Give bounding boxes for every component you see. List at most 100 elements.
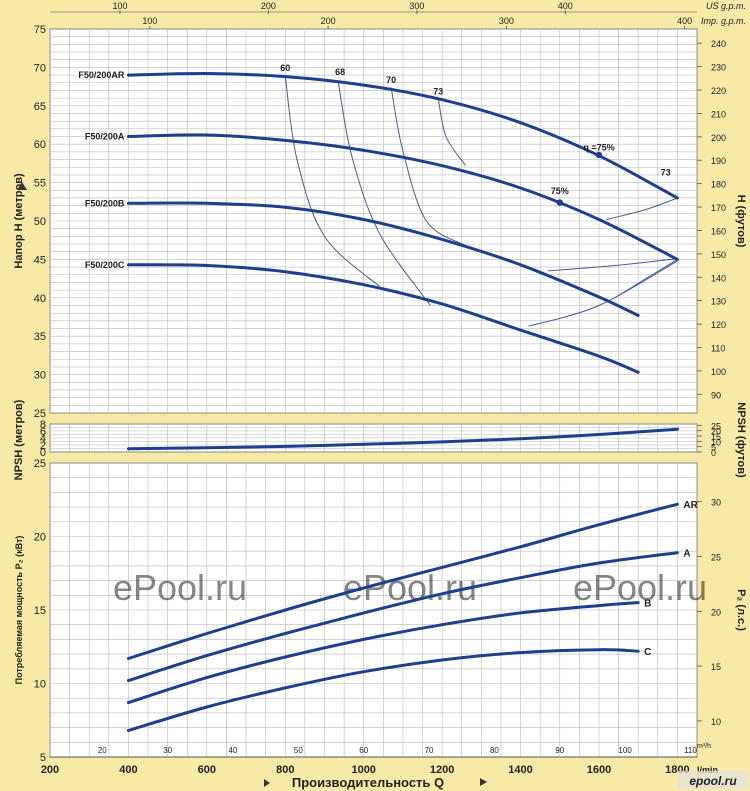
y-tick-label-right: 170	[711, 203, 726, 213]
logo-text: epool.ru	[689, 774, 737, 788]
y-tick-label-left: 25	[34, 458, 46, 470]
x-tick-label-lmin: 600	[198, 764, 216, 776]
y-tick-label-left: 60	[34, 139, 46, 151]
y-tick-label-right: 90	[711, 390, 721, 400]
y-axis-title-right: H (футов)	[735, 195, 747, 248]
left-band	[0, 0, 50, 791]
efficiency-label: 73	[661, 168, 671, 178]
iso-efficiency-line-60	[284, 75, 380, 287]
x-tick-label-m3h: 70	[425, 746, 434, 755]
x-axis-title: Производительность Q	[292, 775, 444, 790]
y-tick-label-left: 25	[34, 408, 46, 420]
y-tick-label-right: 190	[711, 156, 726, 166]
power-curve-C	[126, 648, 640, 732]
iso-efficiency-line-73	[437, 98, 467, 166]
x-tick-label-m3h: 40	[229, 746, 238, 755]
y-tick-label-left: 15	[34, 605, 46, 617]
power-curve-A	[126, 551, 679, 683]
y-tick-label-right: 15	[711, 432, 721, 442]
x-tick-label-m3h: 60	[359, 746, 368, 755]
efficiency-label: 70	[386, 75, 396, 85]
watermark-text: ePool.ru	[113, 567, 247, 608]
y-tick-label-left: 0	[40, 447, 46, 459]
head-curve-label-F50/200C: F50/200C	[85, 260, 125, 270]
y-tick-label-right: 210	[711, 109, 726, 119]
y-tick-label-left: 55	[34, 178, 46, 190]
efficiency-point	[595, 151, 603, 159]
y-tick-label-left: 40	[34, 293, 46, 305]
x-tick-label-lmin: 1200	[430, 764, 454, 776]
y-tick-label-right: 230	[711, 63, 726, 73]
y-tick-label-right: 140	[711, 273, 726, 283]
y-tick-label-left: 8	[40, 419, 46, 431]
top-imp-tick-label: 200	[321, 16, 336, 26]
x-tick-label-m3h: 50	[294, 746, 303, 755]
x-tick-label-m3h: 90	[555, 746, 564, 755]
head-curve-F50/200C	[126, 263, 640, 374]
watermark-text: ePool.ru	[573, 567, 707, 608]
x-tick-label-m3h: 110	[684, 746, 697, 755]
x-axis-arrow-right-icon	[480, 778, 487, 786]
iso-efficiency-line-75-right	[547, 258, 678, 272]
y-tick-label-left: 45	[34, 254, 46, 266]
y-axis-title-left: Напор H (метров)	[13, 173, 25, 269]
y-tick-label-right: 220	[711, 86, 726, 96]
y-axis-arrow-icon	[17, 182, 27, 190]
x-tick-label-lmin: 1600	[587, 764, 611, 776]
head-curve-label-F50/200B: F50/200B	[85, 198, 125, 208]
iso-efficiency-line-68	[337, 81, 431, 306]
y-tick-label-left: 65	[34, 101, 46, 113]
y-tick-label-right: 110	[711, 344, 725, 354]
y-tick-label-left: 10	[34, 679, 46, 691]
y-tick-label-right: 25	[711, 552, 721, 562]
y-tick-label-right: 100	[711, 367, 726, 377]
y-tick-label-right: 240	[711, 39, 726, 49]
head-curve-label-F50/200AR: F50/200AR	[78, 70, 125, 80]
y-tick-label-right: 10	[711, 717, 721, 727]
top-imp-tick-label: 300	[499, 16, 514, 26]
power-curve-label-AR: AR	[683, 500, 698, 511]
y-tick-label-right: 30	[711, 498, 721, 508]
y-tick-label-left: 30	[34, 370, 46, 382]
x-unit-lmin: l/min	[697, 765, 718, 775]
y-tick-label-right: 5	[711, 443, 716, 453]
y-tick-label-right: 0	[711, 448, 716, 458]
y-tick-label-right: 160	[711, 226, 726, 236]
y-tick-label-left: 4	[40, 433, 46, 445]
x-tick-label-m3h: 30	[163, 746, 172, 755]
efficiency-label: 68	[335, 67, 345, 77]
top-us-tick-label: 200	[261, 1, 276, 11]
x-tick-label-lmin: 800	[276, 764, 294, 776]
power-curve-AR	[126, 502, 679, 660]
top-us-tick-label: 100	[112, 1, 127, 11]
y-tick-label-right: 200	[711, 133, 726, 143]
panel-power-grid	[49, 462, 698, 758]
y-tick-label-left: 5	[40, 752, 46, 764]
top-imp-tick-label: 100	[142, 16, 157, 26]
top-us-tick-label: 400	[558, 1, 573, 11]
y-tick-label-right: 180	[711, 180, 726, 190]
y-tick-label-left: 2	[40, 440, 46, 452]
efficiency-label: η =75%	[583, 142, 614, 152]
efficiency-label: 73	[433, 86, 443, 96]
y-tick-label-left: 75	[34, 24, 46, 36]
y-axis-title-right: NPSH (футов)	[735, 402, 747, 478]
right-band	[697, 0, 750, 791]
y-tick-label-right: 25	[711, 421, 721, 431]
y-tick-label-left: 20	[34, 532, 46, 544]
y-axis-title-right: P₂ (л.с.)	[735, 589, 747, 631]
y-tick-label-right: 10	[711, 437, 721, 447]
y-tick-label-right: 20	[711, 607, 721, 617]
top-us-unit-label: US g.p.m.	[706, 1, 746, 11]
power-curve-label-A: A	[683, 549, 690, 560]
y-tick-label-right: 120	[711, 320, 726, 330]
x-tick-label-m3h: 100	[618, 746, 632, 755]
head-curve-F50/200B	[126, 201, 640, 317]
y-tick-label-right: 20	[711, 427, 721, 437]
x-tick-label-m3h: 80	[490, 746, 499, 755]
efficiency-label: 75%	[551, 186, 569, 196]
top-imp-tick-label: 400	[677, 16, 692, 26]
x-tick-label-m3h: 20	[98, 746, 107, 755]
y-axis-title-left: Потребляемая мощность P₂ (кВт)	[14, 536, 24, 685]
